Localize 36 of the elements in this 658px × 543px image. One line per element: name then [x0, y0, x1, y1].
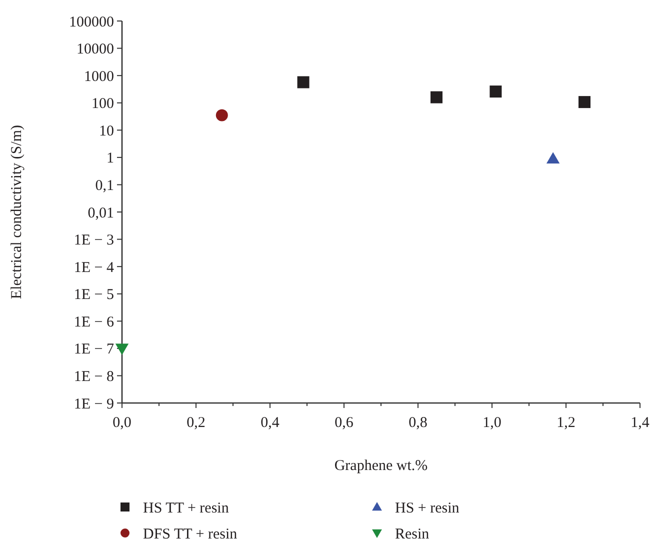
point — [430, 91, 442, 104]
x-tick-label: 0,6 — [334, 415, 354, 431]
y-tick-label: 100000 — [69, 14, 114, 30]
y-tick-label: 1E − 6 — [74, 314, 114, 330]
point — [578, 96, 590, 108]
y-tick-label: 1 — [106, 150, 114, 167]
point — [490, 86, 502, 98]
x-tick-label: 0,4 — [260, 415, 280, 431]
x-tick-label: 0,8 — [408, 415, 428, 431]
y-tick-label: 1E − 9 — [74, 396, 114, 412]
y-tick-label: 10 — [99, 123, 114, 140]
legend-label: HS + resin — [395, 500, 460, 516]
point — [216, 109, 228, 122]
x-tick-label: 0,2 — [186, 415, 206, 431]
x-tick-label: 1,2 — [556, 415, 576, 431]
y-tick-label: 1000 — [84, 68, 114, 85]
y-tick-label: 1E − 7 — [74, 342, 114, 358]
x-tick-label: 1,0 — [482, 415, 502, 431]
point — [297, 76, 310, 88]
x-tick-label: 0,0 — [112, 415, 132, 431]
y-tick-label: 100 — [92, 96, 114, 112]
legend-label: Resin — [395, 526, 430, 542]
point — [115, 344, 129, 356]
y-tick-label: 1E − 8 — [74, 368, 114, 385]
x-axis-title: Graphene wt.% — [334, 458, 428, 474]
y-axis-title: Electrical conductivity (S/m) — [9, 124, 25, 300]
y-tick-label: 1E − 3 — [74, 232, 114, 249]
legend-label: HS TT + resin — [143, 500, 230, 516]
x-tick-label: 1,4 — [630, 415, 650, 431]
point — [546, 152, 560, 164]
y-tick-label: 1E − 4 — [74, 260, 114, 276]
y-tick-label: 1E − 5 — [74, 287, 114, 304]
y-tick-label: 0,1 — [95, 178, 114, 194]
y-tick-label: 10000 — [76, 42, 114, 58]
y-tick-label: 0,01 — [88, 205, 114, 222]
legend-label: DFS TT + resin — [143, 526, 238, 542]
